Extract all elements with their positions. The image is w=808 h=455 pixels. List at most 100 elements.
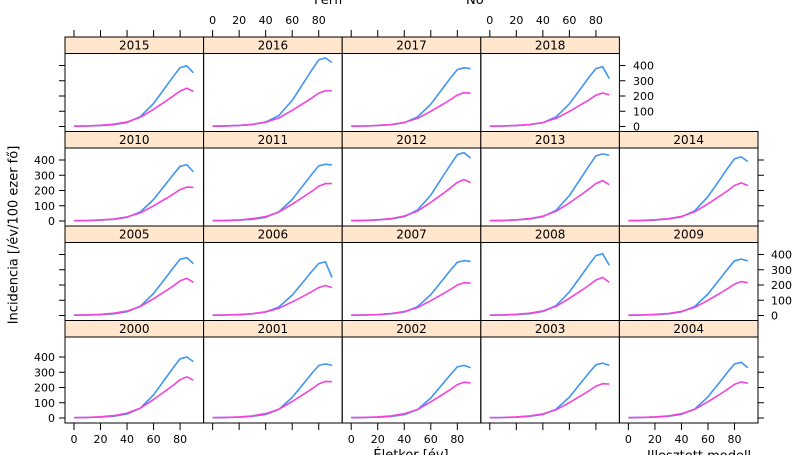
- strip-year-label: 2004: [673, 322, 704, 336]
- ferfi-line-2000: [73, 356, 194, 419]
- right-tick-label: 300: [633, 75, 654, 88]
- no-line-2010: [73, 186, 194, 222]
- strip-year-label: 2005: [119, 228, 150, 242]
- top-tick-label: 80: [312, 14, 326, 27]
- strip-year-label: 2008: [535, 228, 566, 242]
- bottom-tick-label: 0: [348, 433, 355, 446]
- no-line-2014: [628, 182, 749, 222]
- strip-year-label: 2014: [673, 133, 704, 147]
- left-tick-label: 400: [34, 154, 55, 167]
- top-tick-label: 0: [486, 14, 493, 27]
- legend-label-no: Nő: [466, 0, 484, 8]
- ferfi-line-2003: [489, 362, 610, 419]
- no-line-2001: [212, 380, 333, 419]
- no-line-2015: [73, 87, 194, 127]
- top-tick-label: 40: [259, 14, 273, 27]
- no-line-2012: [351, 178, 471, 222]
- x-axis-label: Életkor [év]: [373, 448, 448, 455]
- bottom-tick-label: 0: [71, 433, 78, 446]
- right-tick-label: 100: [633, 105, 654, 118]
- no-line-2004: [628, 381, 748, 419]
- bottom-tick-label: 80: [728, 433, 742, 446]
- strip-year-label: 2016: [258, 39, 289, 53]
- strip-year-label: 2003: [535, 322, 566, 336]
- bottom-tick-label: 60: [147, 433, 161, 446]
- right-tick-label: 300: [771, 264, 792, 277]
- no-line-2016: [212, 89, 333, 127]
- top-tick-label: 60: [562, 14, 576, 27]
- strip-year-label: 2000: [119, 322, 150, 336]
- ferfi-line-2011: [212, 163, 333, 222]
- no-line-2002: [351, 381, 471, 419]
- right-tick-label: 0: [771, 310, 778, 323]
- bottom-tick-label: 80: [450, 433, 464, 446]
- no-line-2003: [489, 382, 610, 419]
- bottom-tick-label: 20: [94, 433, 108, 446]
- top-tick-label: 20: [232, 14, 246, 27]
- ferfi-line-2001: [212, 363, 333, 419]
- right-tick-label: 400: [771, 249, 792, 262]
- ferfi-line-2018: [489, 65, 610, 127]
- left-tick-label: 0: [48, 215, 55, 228]
- no-line-2011: [212, 182, 332, 222]
- top-tick-label: 0: [209, 14, 216, 27]
- panel-2013: [480, 147, 620, 227]
- bottom-tick-label: 20: [648, 433, 662, 446]
- left-tick-label: 100: [34, 200, 55, 213]
- ferfi-line-2002: [351, 364, 471, 419]
- y-axis-label: Incidencia [/év/100 ezer fő]: [6, 145, 22, 325]
- strip-year-label: 2018: [535, 39, 566, 53]
- left-tick-label: 400: [34, 351, 55, 364]
- right-tick-label: 200: [771, 279, 792, 292]
- ferfi-line-2017: [351, 67, 471, 127]
- left-tick-label: 0: [48, 412, 55, 425]
- right-tick-label: 400: [633, 60, 654, 73]
- bottom-tick-label: 80: [173, 433, 187, 446]
- ferfi-line-2005: [73, 256, 194, 316]
- no-line-2005: [73, 277, 194, 316]
- ferfi-line-2016: [212, 57, 333, 127]
- bottom-tick-label: 40: [397, 433, 411, 446]
- left-tick-label: 200: [34, 185, 55, 198]
- bottom-tick-label: 60: [701, 433, 715, 446]
- right-tick-label: 100: [771, 294, 792, 307]
- panel-2004: [618, 336, 759, 424]
- no-line-2013: [489, 179, 610, 222]
- top-tick-label: 20: [509, 14, 523, 27]
- no-line-2000: [73, 375, 194, 419]
- no-line-2017: [351, 91, 471, 127]
- bottom-tick-label: 40: [120, 433, 134, 446]
- top-tick-label: 80: [589, 14, 603, 27]
- strip-year-label: 2007: [396, 228, 427, 242]
- bottom-right-clipped-caption: Illesztett modell: [647, 449, 751, 455]
- no-line-2018: [489, 92, 610, 127]
- panel-2002: [341, 336, 482, 424]
- left-tick-label: 200: [34, 382, 55, 395]
- right-tick-label: 0: [633, 121, 640, 134]
- strip-year-label: 2015: [119, 39, 150, 53]
- strip-year-label: 2017: [396, 39, 427, 53]
- no-line-2009: [628, 280, 748, 316]
- right-tick-label: 200: [633, 90, 654, 103]
- strip-year-label: 2006: [258, 228, 289, 242]
- strip-year-label: 2010: [119, 133, 150, 147]
- strip-year-label: 2001: [258, 322, 289, 336]
- panel-2003: [480, 336, 620, 424]
- ferfi-line-2006: [212, 260, 333, 316]
- bottom-tick-label: 0: [625, 433, 632, 446]
- panel-2012: [341, 147, 482, 227]
- panel-2001: [203, 336, 343, 424]
- no-line-2008: [489, 276, 610, 316]
- bottom-tick-label: 40: [674, 433, 688, 446]
- bottom-tick-label: 20: [371, 433, 385, 446]
- ferfi-line-2015: [73, 65, 194, 127]
- bottom-tick-label: 60: [424, 433, 438, 446]
- no-line-2007: [351, 281, 471, 316]
- strip-year-label: 2002: [396, 322, 427, 336]
- strip-year-label: 2013: [535, 133, 566, 147]
- left-tick-label: 300: [34, 366, 55, 379]
- top-tick-label: 60: [285, 14, 299, 27]
- no-line-2006: [212, 284, 333, 316]
